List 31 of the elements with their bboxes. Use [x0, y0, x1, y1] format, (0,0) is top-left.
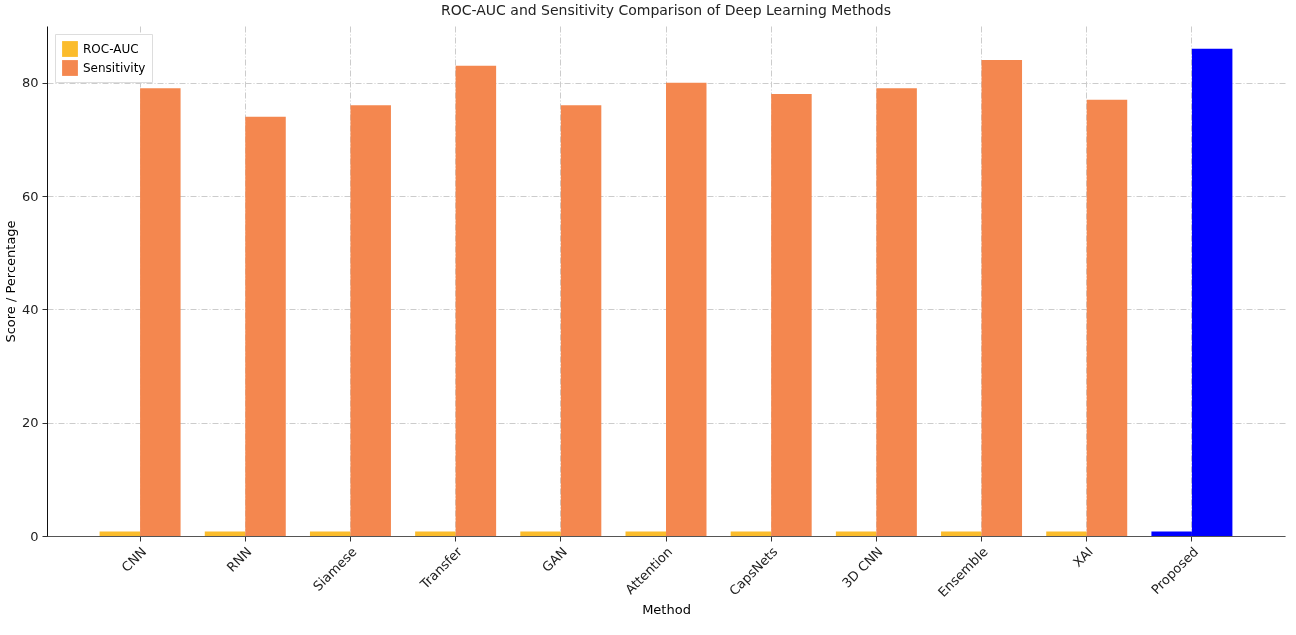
y-axis-title: Score / Percentage: [2, 220, 18, 343]
bar: [455, 65, 497, 536]
bar: [625, 531, 666, 536]
x-axis-title: Method: [642, 601, 691, 617]
bar: [520, 531, 561, 536]
bar: [99, 531, 141, 536]
y-tick-label: 20: [21, 415, 39, 431]
y-tick-label: 0: [30, 528, 39, 544]
x-tick-label: XAI: [1070, 544, 1096, 570]
bar: [835, 531, 877, 536]
bar: [309, 531, 351, 536]
legend-label: ROC-AUC: [83, 42, 139, 56]
chart-title: ROC-AUC and Sensitivity Comparison of Deep Learning Methods: [440, 2, 892, 18]
bar: [204, 531, 246, 536]
y-tick-label: 80: [21, 75, 39, 91]
bar: [941, 531, 982, 536]
bar: [350, 105, 391, 536]
bar: [1046, 531, 1087, 536]
bar: [140, 88, 181, 536]
bar: [415, 531, 456, 536]
bar: [245, 116, 286, 536]
bar: [730, 531, 772, 536]
bar: [876, 88, 917, 536]
bar: [560, 105, 602, 536]
y-tick-label: 60: [21, 188, 39, 204]
bar: [1086, 99, 1128, 536]
bar: [981, 60, 1023, 536]
y-tick-label: 40: [21, 301, 39, 317]
legend-label: Sensitivity: [83, 61, 146, 75]
bar: [666, 82, 707, 536]
bar: [771, 94, 812, 536]
